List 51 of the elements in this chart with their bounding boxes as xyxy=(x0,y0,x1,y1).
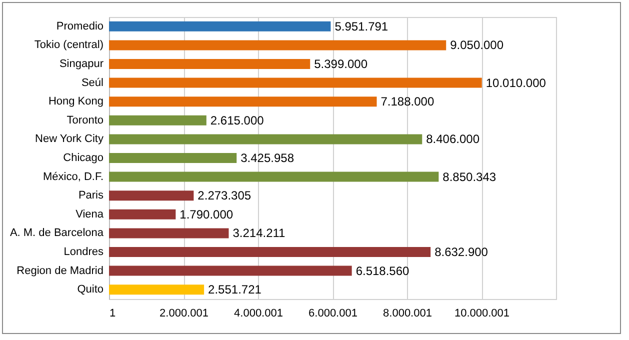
bar xyxy=(109,21,331,32)
bar xyxy=(109,266,352,276)
x-tick-label: 2.000.001 xyxy=(160,308,208,320)
data-label: 8.632.900 xyxy=(434,245,488,259)
data-label: 9.050.000 xyxy=(450,38,504,52)
y-tick-label: Chicago xyxy=(63,152,104,164)
bar xyxy=(109,284,204,295)
bar xyxy=(109,172,439,182)
y-tick-label: Seúl xyxy=(81,76,104,89)
data-label: 2.615.000 xyxy=(210,113,264,128)
y-tick-label: Paris xyxy=(78,190,104,202)
bar xyxy=(109,247,431,257)
bar xyxy=(109,96,377,107)
data-label: 3.425.958 xyxy=(240,151,294,165)
data-label: 1.790.000 xyxy=(180,207,234,222)
data-label: 5.399.000 xyxy=(314,57,368,71)
bar xyxy=(109,190,194,201)
data-label: 5.951.791 xyxy=(334,19,388,34)
bar xyxy=(109,134,422,144)
data-label: 10.010.000 xyxy=(486,76,546,90)
data-label: 8.850.343 xyxy=(442,170,496,184)
data-label: 6.518.560 xyxy=(356,264,410,278)
x-tick-label: 6.000.001 xyxy=(308,308,358,320)
data-label: 8.406.000 xyxy=(426,132,480,146)
bar xyxy=(109,228,229,238)
y-tick-label: New York City xyxy=(35,133,104,146)
y-tick-label: Tokio (central) xyxy=(34,39,104,52)
bar xyxy=(109,209,176,220)
bar xyxy=(109,115,206,126)
data-label: 2.273.305 xyxy=(198,188,252,203)
x-tick-label: 8.000.001 xyxy=(383,308,432,320)
y-tick-label: Singapur xyxy=(59,58,104,70)
y-tick-label: México, D.F. xyxy=(42,170,104,183)
y-tick-label: Viena xyxy=(76,208,104,220)
bar xyxy=(109,153,237,163)
x-tick-label: 10.000.001 xyxy=(454,308,510,320)
y-tick-label: Hong Kong xyxy=(48,96,104,108)
bar xyxy=(109,59,310,69)
y-tick-label: Region de Madrid xyxy=(16,264,104,277)
y-tick-label: Londres xyxy=(64,246,104,258)
data-label: 3.214.211 xyxy=(232,226,286,240)
y-tick-label: A. M. de Barcelona xyxy=(10,227,104,240)
y-tick-label: Toronto xyxy=(66,114,104,126)
bar xyxy=(109,40,446,50)
x-tick-label: 1 xyxy=(110,308,116,320)
data-label: 2.551.721 xyxy=(208,282,262,297)
y-tick-label: Promedio xyxy=(56,20,104,32)
data-label: 7.188.000 xyxy=(380,94,434,109)
bar xyxy=(109,78,482,88)
y-tick-label: Quito xyxy=(77,284,104,296)
x-tick-label: 4.000.001 xyxy=(234,308,283,320)
